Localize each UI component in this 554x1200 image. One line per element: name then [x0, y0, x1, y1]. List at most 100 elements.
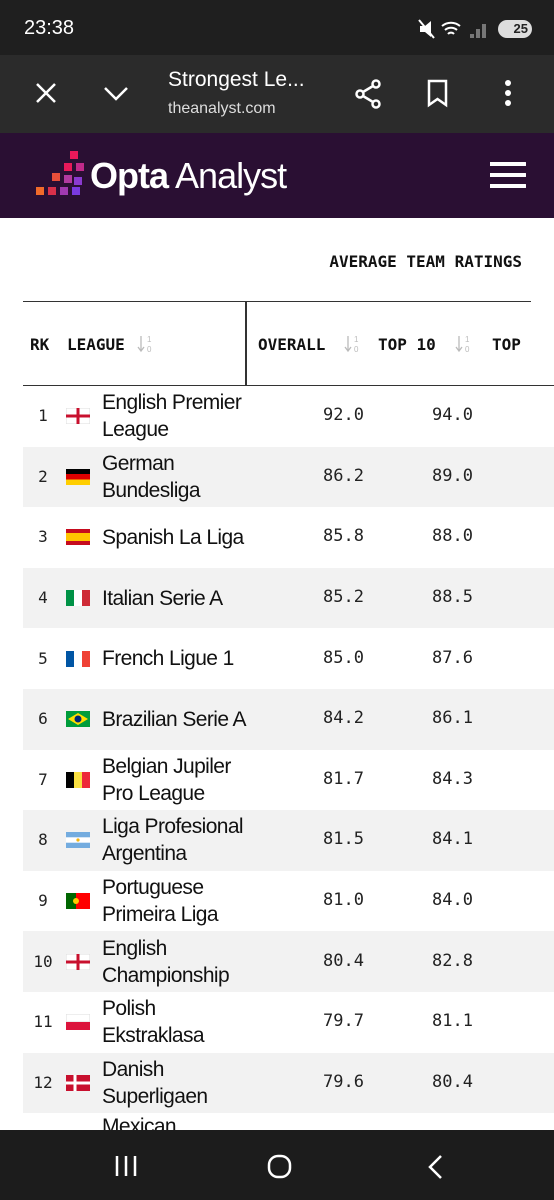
flag: [66, 468, 90, 485]
share-button[interactable]: [354, 79, 384, 109]
table-row: 8 Liga Profesional Argentina 81.5 84.1: [23, 810, 554, 871]
rank: 7: [38, 769, 48, 789]
top10-rating: 84.3: [432, 768, 473, 789]
divider: [23, 385, 554, 386]
brand-bold: Opta: [90, 155, 169, 196]
bookmark-button[interactable]: [426, 79, 450, 109]
table-row: 2 German Bundesliga 86.2 89.0: [23, 446, 554, 508]
svg-text:1: 1: [354, 335, 359, 344]
league-name: Liga Profesional Argentina: [102, 815, 244, 866]
flag: [66, 771, 90, 788]
league-name: French Ligue 1: [102, 647, 234, 671]
top10-rating: 82.8: [432, 950, 473, 971]
rank: 12: [33, 1072, 53, 1092]
top10-rating: 81.1: [432, 1011, 473, 1032]
league-name: Mexican: [102, 1115, 177, 1130]
table-row: Mexican: [23, 1113, 554, 1130]
table-row: 5 French Ligue 1 85.0 87.6: [23, 628, 554, 689]
battery: 25: [498, 20, 532, 38]
table-row: 11 Polish Ekstraklasa 79.7 81.1: [23, 992, 554, 1053]
rank: 5: [38, 648, 48, 668]
rank: 11: [33, 1012, 53, 1032]
overall-rating: 81.7: [323, 768, 364, 789]
menu-button[interactable]: [502, 79, 514, 109]
status-bar: 23:38 25: [0, 0, 554, 55]
top10-rating: 86.1: [432, 708, 473, 729]
table-row: 4 Italian Serie A 85.2 88.5: [23, 567, 554, 629]
home-button[interactable]: [267, 1154, 293, 1180]
column-header: RK: [30, 335, 50, 354]
logo-mark: [36, 151, 84, 195]
top10-rating: 87.6: [432, 647, 473, 668]
rank: 8: [38, 830, 48, 850]
league-name: Polish Ekstraklasa: [102, 997, 205, 1048]
flag: [66, 893, 90, 910]
ratings-table: AVERAGE TEAM RATINGS RK LEAGUE OVERALL TOP …: [0, 218, 554, 1130]
overall-rating: 79.6: [323, 1071, 364, 1092]
league-name: Brazilian Serie A: [102, 707, 246, 731]
table-row: 1 English Premier League 92.0 94.0: [23, 386, 554, 447]
top10-rating: 84.0: [432, 890, 473, 911]
nav-bar: [0, 1130, 554, 1200]
column-header: TOP: [492, 335, 521, 354]
rank: 3: [38, 527, 48, 547]
svg-text:0: 0: [465, 345, 470, 354]
league-name: German Bundesliga: [102, 451, 201, 502]
close-button[interactable]: [34, 81, 58, 105]
overall-rating: 92.0: [323, 405, 364, 426]
league-name: English Premier League: [102, 391, 242, 442]
column-header: TOP 10: [378, 335, 436, 354]
top10-rating: 89.0: [432, 465, 473, 486]
table-row: 7 Belgian Jupiler Pro League 81.7 84.3: [23, 749, 554, 811]
table-row: 6 Brazilian Serie A 84.2 86.1: [23, 689, 554, 750]
page-title: Strongest Le...: [168, 68, 305, 91]
overall-rating: 85.0: [323, 647, 364, 668]
overall-rating: 86.2: [323, 465, 364, 486]
divider: [23, 301, 531, 302]
site-header: Opta Analyst: [0, 133, 554, 218]
group-header: AVERAGE TEAM RATINGS: [329, 252, 522, 271]
brand[interactable]: Opta Analyst: [90, 155, 287, 197]
overall-rating: 81.5: [323, 829, 364, 850]
league-name: English Championship: [102, 936, 230, 987]
flag: [66, 832, 90, 849]
recents-button[interactable]: [114, 1154, 138, 1178]
column-header: LEAGUE: [67, 335, 125, 354]
top10-rating: 80.4: [432, 1071, 473, 1092]
collapse-button[interactable]: [102, 83, 130, 103]
brand-light: Analyst: [175, 155, 287, 196]
table-row: 9 Portuguese Primeira Liga 81.0 84.0: [23, 870, 554, 932]
overall-rating: 81.0: [323, 890, 364, 911]
rank: 10: [33, 951, 53, 971]
flag: [65, 1013, 91, 1031]
page-url[interactable]: theanalyst.com: [168, 100, 276, 117]
flag: [65, 407, 91, 425]
rank: 2: [38, 466, 48, 486]
browser-toolbar: Strongest Le... theanalyst.com: [0, 55, 554, 133]
top10-rating: 88.0: [432, 526, 473, 547]
flag: [65, 953, 91, 971]
table-row: 12 Danish Superligaen 79.6 80.4: [23, 1052, 554, 1114]
rank: 9: [38, 891, 48, 911]
svg-text:1: 1: [465, 335, 470, 344]
back-button[interactable]: [426, 1154, 444, 1180]
overall-rating: 85.2: [323, 587, 364, 608]
flag: [66, 529, 90, 546]
overall-rating: 79.7: [323, 1011, 364, 1032]
league-name: Spanish La Liga: [102, 525, 244, 549]
status-icons: [418, 19, 486, 39]
hamburger[interactable]: [490, 161, 526, 189]
time: 23:38: [24, 17, 75, 39]
top10-rating: 84.1: [432, 829, 473, 850]
overall-rating: 85.8: [323, 526, 364, 547]
league-name: Portuguese Primeira Liga: [102, 876, 219, 927]
top10-rating: 94.0: [432, 405, 473, 426]
overall-rating: 80.4: [323, 950, 364, 971]
table-row: 10 English Championship 80.4 82.8: [23, 931, 554, 992]
svg-text:1: 1: [147, 335, 152, 344]
svg-text:0: 0: [147, 345, 152, 354]
